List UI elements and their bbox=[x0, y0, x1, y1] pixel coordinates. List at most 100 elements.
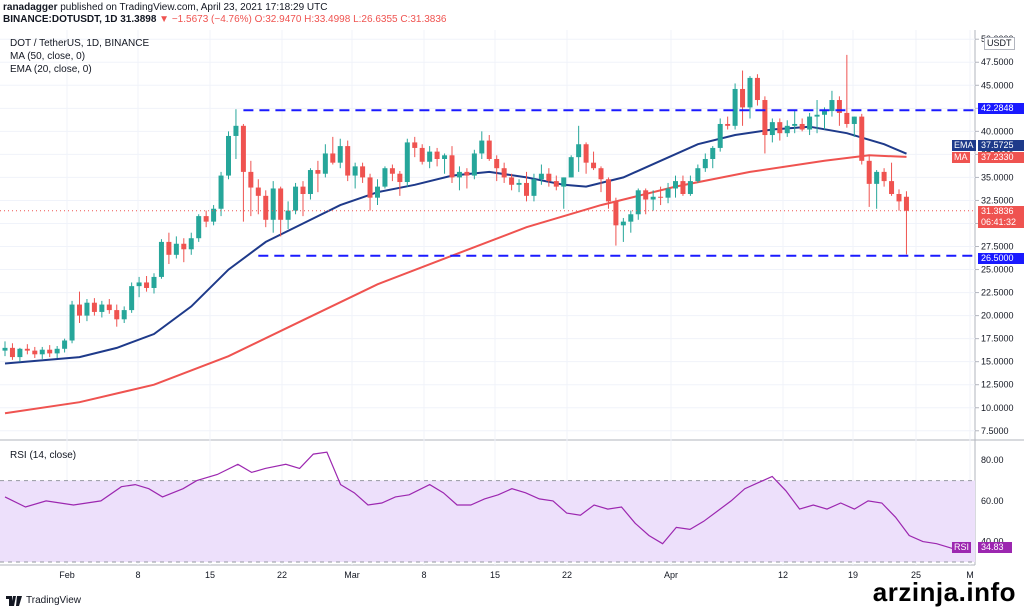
price-change: ▼ −1.5673 (−4.76%) bbox=[159, 14, 252, 25]
candle-body bbox=[635, 190, 641, 215]
candle-body bbox=[561, 177, 567, 187]
candle-body bbox=[643, 190, 649, 200]
candle-body bbox=[650, 196, 656, 200]
time-tick-label: 15 bbox=[490, 570, 500, 580]
candle-body bbox=[270, 188, 276, 220]
horizontal-levels bbox=[0, 109, 975, 257]
ma-legend[interactable]: MA (50, close, 0) bbox=[10, 51, 86, 62]
candle-body bbox=[434, 151, 440, 159]
watermark: arzinja.info bbox=[872, 577, 1016, 607]
candle-body bbox=[375, 186, 380, 198]
candle-body bbox=[62, 340, 68, 349]
candle-body bbox=[680, 181, 686, 194]
price-tick-label: 20.0000 bbox=[981, 311, 1014, 321]
tradingview-logo[interactable]: TradingView bbox=[6, 595, 81, 606]
candle-body bbox=[456, 171, 462, 178]
price-tick-label: 7.5000 bbox=[981, 426, 1009, 436]
candle-body bbox=[218, 175, 224, 209]
candle-body bbox=[449, 155, 455, 178]
candle-body bbox=[851, 116, 857, 124]
time-tick-label: Apr bbox=[664, 570, 678, 580]
candle-body bbox=[47, 349, 53, 354]
ma50-path bbox=[4, 154, 907, 415]
candle-body bbox=[725, 123, 731, 126]
price-tick-label: 25.0000 bbox=[981, 265, 1014, 275]
price-tick-label: 40.0000 bbox=[981, 126, 1014, 136]
candle-body bbox=[903, 196, 909, 211]
price-tick-label: 22.5000 bbox=[981, 288, 1014, 298]
time-tick-label: 8 bbox=[421, 570, 426, 580]
time-tick-label: Feb bbox=[59, 570, 75, 580]
price-tick-label: 47.5000 bbox=[981, 57, 1014, 67]
candle-body bbox=[844, 112, 850, 124]
publish-line: ranadagger published on TradingView.com,… bbox=[3, 2, 327, 14]
candle-body bbox=[114, 310, 120, 320]
candle-body bbox=[69, 304, 75, 341]
time-tick-label: 22 bbox=[277, 570, 287, 580]
time-tick-label: 25 bbox=[911, 570, 921, 580]
rsi-legend[interactable]: RSI (14, close) bbox=[10, 450, 77, 461]
candle-body bbox=[814, 114, 820, 117]
price-tick-label: 15.0000 bbox=[981, 357, 1014, 367]
candle-body bbox=[464, 171, 470, 176]
candle-body bbox=[226, 135, 231, 176]
rsi-tick-label: 80.00 bbox=[981, 455, 1004, 465]
rsi-pane: 40.00 60.00 80.00 bbox=[0, 451, 1004, 563]
candle-body bbox=[479, 140, 485, 154]
candle-body bbox=[881, 171, 887, 182]
candle-body bbox=[762, 100, 768, 136]
candle-body bbox=[546, 173, 552, 182]
candle-body bbox=[777, 122, 783, 134]
ema-value-tag: 37.5725 bbox=[978, 140, 1024, 151]
chart-title: DOT / TetherUS, 1D, BINANCE bbox=[10, 38, 150, 49]
candle-body bbox=[211, 208, 217, 222]
price-tick-label: 10.0000 bbox=[981, 403, 1014, 413]
ohlc-values: O:32.9470 H:33.4998 L:26.6355 C:31.3836 bbox=[254, 14, 447, 25]
candle-body bbox=[717, 123, 723, 148]
rsi-tick-label: 40.00 bbox=[981, 537, 1004, 547]
time-tick-label: 12 bbox=[778, 570, 788, 580]
tradingview-icon bbox=[6, 595, 22, 606]
candle-body bbox=[427, 151, 433, 162]
candle-body bbox=[404, 142, 410, 183]
candle-body bbox=[494, 158, 500, 169]
candle-body bbox=[732, 88, 738, 126]
ema-legend[interactable]: EMA (20, close, 0) bbox=[10, 64, 92, 75]
price-tick-label: 12.5000 bbox=[981, 380, 1014, 390]
candle-body bbox=[673, 181, 678, 189]
candle-body bbox=[158, 241, 164, 277]
candle-body bbox=[471, 153, 477, 176]
candle-body bbox=[54, 348, 60, 354]
price-pane bbox=[0, 30, 975, 440]
time-axis: Feb 8 15 22 Mar 8 15 22 Apr 12 19 25 M bbox=[59, 570, 974, 580]
price-tick-label: 45.0000 bbox=[981, 80, 1014, 90]
candle-body bbox=[792, 123, 798, 126]
candle-body bbox=[382, 168, 388, 187]
support-tag: 26.5000 bbox=[978, 253, 1024, 264]
candle-body bbox=[516, 182, 522, 185]
currency-label[interactable]: USDT bbox=[984, 37, 1015, 50]
publisher-name[interactable]: ranadagger bbox=[3, 2, 58, 13]
candle-body bbox=[412, 142, 418, 148]
symbol-price: BINANCE:DOTUSDT, 1D 31.3898 bbox=[3, 14, 157, 25]
candle-body bbox=[248, 171, 254, 188]
candle-body bbox=[553, 181, 559, 187]
candle-body bbox=[807, 116, 813, 130]
time-tick-label: 22 bbox=[562, 570, 572, 580]
candle-body bbox=[486, 140, 492, 159]
time-tick-label: 15 bbox=[205, 570, 215, 580]
candle-body bbox=[307, 170, 313, 194]
candle-body bbox=[784, 125, 790, 134]
candle-body bbox=[151, 276, 157, 288]
bar-countdown: 06:41:32 bbox=[978, 217, 1024, 228]
candle-body bbox=[769, 122, 775, 136]
candle-body bbox=[144, 282, 150, 288]
ema-tag-label: EMA bbox=[952, 140, 976, 151]
symbol-line: BINANCE:DOTUSDT, 1D 31.3898 ▼ −1.5673 (−… bbox=[3, 14, 447, 26]
candle-body bbox=[687, 181, 693, 194]
candle-body bbox=[121, 310, 127, 320]
candle-body bbox=[315, 170, 321, 174]
candle-body bbox=[32, 350, 38, 355]
candle-body bbox=[710, 147, 716, 159]
brand-name: TradingView bbox=[26, 595, 82, 606]
